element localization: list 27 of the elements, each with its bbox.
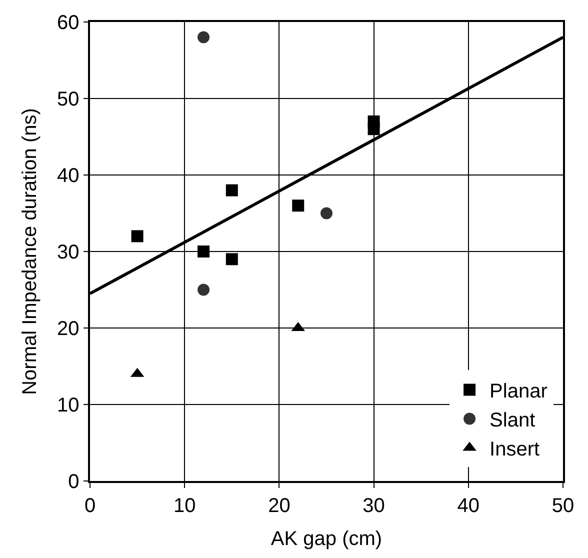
y-tick-label: 20 [57,318,80,340]
legend-label: Insert [490,438,540,461]
y-tick-label: 60 [57,12,80,34]
x-tick-label: 40 [457,494,480,517]
x-tick-label: 50 [552,494,574,517]
legend-label: Slant [490,410,536,432]
point [368,123,380,136]
y-tick-label: 40 [57,165,80,187]
point [320,207,332,220]
y-tick-label: 30 [57,242,80,264]
point [198,284,210,296]
x-axis-title: AK gap (cm) [270,528,382,550]
point [292,200,304,212]
y-axis-title: Normal Impedance duration (ns) [19,108,41,395]
point [198,31,210,44]
point [226,184,238,196]
x-tick-label: 10 [173,494,196,517]
x-tick-label: 30 [362,494,385,517]
y-tick-label: 10 [57,394,80,416]
x-tick-label: 20 [268,494,290,517]
point [198,246,210,258]
y-tick-label: 0 [68,471,80,493]
legend-label: Planar [490,380,548,403]
y-tick-label: 50 [57,88,80,110]
point [226,253,238,266]
x-tick-label: 0 [84,494,96,517]
point [131,230,144,242]
